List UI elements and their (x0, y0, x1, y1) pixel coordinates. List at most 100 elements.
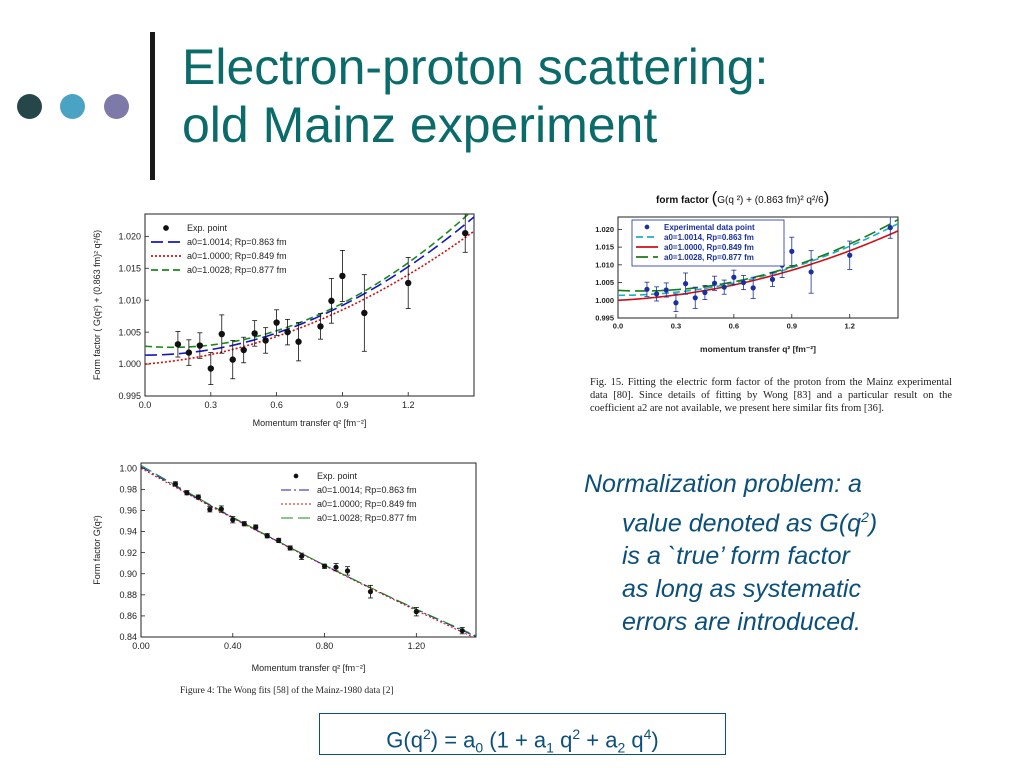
legend-box (631, 219, 785, 267)
formula-sub: 0 (475, 739, 484, 756)
x-tick-label: 1.2 (402, 400, 415, 410)
note-line-2-sup: 2 (861, 509, 869, 525)
y-tick-label: 0.88 (119, 590, 137, 600)
data-point (721, 284, 727, 290)
title-divider (150, 32, 155, 180)
fig15-title-text: form factor (656, 195, 709, 206)
data-point (218, 330, 225, 338)
note-line-5: errors are introduced. (622, 608, 862, 637)
x-tick-label: 0.00 (132, 641, 150, 651)
data-point (295, 338, 302, 345)
data-point (750, 285, 756, 291)
data-point (230, 517, 236, 523)
data-point (740, 279, 747, 286)
data-point (344, 568, 351, 574)
legend-label: a0=1.0014, Rp=0.863 fm (664, 233, 754, 242)
plot-a-svg: 0.0 0.3 0.6 0.9 1.2 0.995 1.000 1.005 1.010 1.015… (92, 213, 475, 428)
data-point (673, 300, 679, 306)
data-point (887, 225, 893, 231)
plot-c: 0.00 0.40 0.80 1.20 0.84 0.86 0.88 0.90 0.92 0.94… (88, 455, 488, 683)
fig15-plot-title: form factor (G(q ²) + (0.863 fm)² q²/6) (656, 188, 829, 208)
data-point (328, 297, 335, 305)
x-tick-label: 0.0 (613, 322, 623, 331)
bullet-dot-dark (17, 94, 42, 119)
y-axis-label: Form factor G(q²) (92, 515, 102, 585)
y-tick-label: 0.90 (119, 569, 137, 579)
x-tick-label: 0.6 (270, 400, 283, 410)
data-point (847, 252, 853, 258)
legend-marker (644, 224, 650, 230)
fit-curves (141, 464, 476, 637)
y-tick-label: 0.995 (595, 314, 614, 323)
data-point (413, 609, 419, 615)
y-tick-label: 1.015 (118, 263, 141, 273)
data-point (367, 589, 374, 595)
data-point (405, 279, 412, 287)
slide-title-line-1: Electron-proton scattering: (182, 39, 769, 95)
data-point (253, 524, 259, 530)
data-point (663, 287, 669, 293)
data-point (299, 553, 305, 559)
x-tick-label: 0.6 (729, 322, 739, 331)
x-tick-label: 0.80 (316, 641, 334, 651)
data-point (284, 328, 291, 336)
legend-label: a0=1.0000, Rp=0.849 fm (664, 243, 754, 252)
fit-curve (618, 222, 898, 297)
y-tick-label: 1.020 (118, 232, 141, 242)
plot-b: 0.0 0.3 0.6 0.9 1.2 0.995 1.000 1.005 1.010 1.015… (580, 210, 910, 362)
plot-c-svg: 0.00 0.40 0.80 1.20 0.84 0.86 0.88 0.90 0.92 0.94… (92, 462, 477, 673)
formula-sup: 4 (643, 726, 652, 742)
x-tick-label: 1.2 (845, 322, 855, 331)
plot-b-svg: 0.0 0.3 0.6 0.9 1.2 0.995 1.000 1.005 1.010 1.015… (595, 216, 899, 354)
data-point (808, 269, 814, 275)
legend-marker (163, 225, 169, 231)
data-point (731, 274, 737, 280)
data-point (240, 346, 247, 354)
data-point (333, 564, 339, 570)
data-point (321, 563, 328, 569)
x-tick-label: 0.3 (671, 322, 681, 331)
legend-label: Exp. point (317, 471, 358, 481)
x-tick-label: 0.40 (224, 641, 242, 651)
note-line-1: Normalization problem: a (584, 470, 862, 498)
data-point (196, 342, 204, 349)
y-tick-label: 0.995 (118, 391, 141, 401)
y-tick-label: 1.010 (118, 295, 141, 305)
note-line-4: as long as systematic (622, 575, 861, 604)
y-tick-label: 0.86 (119, 611, 137, 621)
fit-curve (141, 467, 475, 637)
legend-marker (293, 473, 299, 479)
plot-frame (144, 213, 475, 397)
data-point (361, 309, 368, 317)
data-point (218, 506, 224, 512)
y-tick-label: 1.010 (595, 260, 614, 269)
note-line-3: is a `true’ form factor (622, 542, 850, 571)
bullet-dot-purple (104, 94, 129, 119)
data-point (184, 490, 190, 496)
legend-label: Exp. point (187, 223, 228, 233)
legend-label: Experimental data point (664, 223, 755, 232)
fit-curve (145, 214, 470, 349)
x-axis-label: Momentum transfer q² [fm⁻²] (253, 418, 367, 428)
plot-a: 0.0 0.3 0.6 0.9 1.2 0.995 1.000 1.005 1.010 1.015… (88, 206, 488, 438)
slide-title-line-2: old Mainz experiment (182, 97, 658, 153)
data-point (339, 272, 346, 280)
data-point (287, 545, 293, 551)
note-line-2-close: ) (868, 509, 878, 538)
y-tick-label: 0.92 (119, 548, 137, 558)
legend-label: a0=1.0000; Rp=0.849 fm (187, 251, 287, 261)
x-tick-label: 0.3 (205, 400, 218, 410)
data-point (229, 356, 236, 363)
x-tick-label: 0.9 (336, 400, 349, 410)
y-tick-label: 1.00 (119, 463, 137, 473)
legend-label: a0=1.0028, Rp=0.877 fm (664, 253, 754, 262)
fit-curve (145, 230, 474, 365)
legend-label: a0=1.0028; Rp=0.877 fm (317, 513, 417, 523)
formula-part: q (625, 727, 644, 753)
formula-part: G(q (386, 727, 423, 753)
note-line-2-text: value denoted as G(q (622, 509, 862, 538)
data-point (185, 349, 193, 356)
y-tick-label: 1.000 (595, 296, 614, 305)
fig15-caption: Fig. 15. Fitting the electric form facto… (590, 377, 952, 414)
data-point (644, 286, 650, 292)
